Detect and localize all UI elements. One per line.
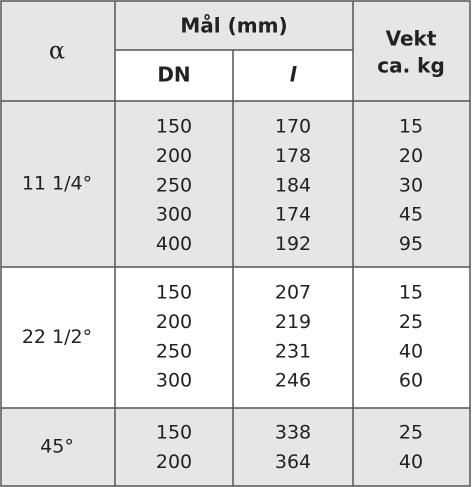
dimensions-header: Mål (mm) bbox=[180, 14, 287, 38]
header-cell bbox=[115, 1, 353, 50]
dn-cell: 200 bbox=[156, 451, 192, 473]
alpha-header: α bbox=[49, 37, 65, 65]
angle-cell: 11 1/4° bbox=[22, 173, 92, 195]
header-cell bbox=[353, 1, 470, 101]
group-background bbox=[1, 101, 470, 267]
dn-cell: 150 bbox=[156, 282, 192, 304]
length-cell: 231 bbox=[275, 340, 311, 362]
group-background bbox=[1, 408, 470, 486]
length-cell: 178 bbox=[275, 145, 311, 167]
dn-cell: 250 bbox=[156, 174, 192, 196]
weight-cell: 60 bbox=[399, 370, 423, 392]
angle-cell: 22 1/2° bbox=[22, 326, 92, 348]
weight-cell: 25 bbox=[399, 311, 423, 333]
weight-cell: 40 bbox=[399, 340, 423, 362]
dn-cell: 250 bbox=[156, 340, 192, 362]
dn-cell: 200 bbox=[156, 311, 192, 333]
dn-cell: 200 bbox=[156, 145, 192, 167]
weight-header: ca. kg bbox=[377, 54, 445, 78]
angle-cell: 45° bbox=[40, 436, 74, 458]
dn-cell: 400 bbox=[156, 233, 192, 255]
weight-cell: 30 bbox=[399, 174, 423, 196]
length-cell: 338 bbox=[275, 422, 311, 444]
weight-cell: 15 bbox=[399, 116, 423, 138]
weight-cell: 45 bbox=[399, 204, 423, 226]
weight-cell: 40 bbox=[399, 451, 423, 473]
length-cell: 246 bbox=[275, 370, 311, 392]
dn-cell: 300 bbox=[156, 204, 192, 226]
length-cell: 184 bbox=[275, 174, 311, 196]
header-cell bbox=[1, 1, 115, 101]
dn-header: DN bbox=[157, 63, 190, 87]
length-cell: 170 bbox=[275, 116, 311, 138]
dn-cell: 300 bbox=[156, 370, 192, 392]
dn-cell: 150 bbox=[156, 116, 192, 138]
length-cell: 364 bbox=[275, 451, 311, 473]
l-header: l bbox=[290, 63, 298, 87]
weight-cell: 95 bbox=[399, 233, 423, 255]
weight-cell: 20 bbox=[399, 145, 423, 167]
dn-cell: 150 bbox=[156, 422, 192, 444]
length-cell: 207 bbox=[275, 282, 311, 304]
length-cell: 219 bbox=[275, 311, 311, 333]
table-body: 11 1/4° 150 170 15 200 178 20 250 184 30 300 174 45 4… bbox=[1, 101, 470, 486]
weight-header: Vekt bbox=[386, 27, 437, 51]
length-cell: 192 bbox=[275, 233, 311, 255]
weight-cell: 25 bbox=[399, 422, 423, 444]
weight-cell: 15 bbox=[399, 282, 423, 304]
length-cell: 174 bbox=[275, 204, 311, 226]
